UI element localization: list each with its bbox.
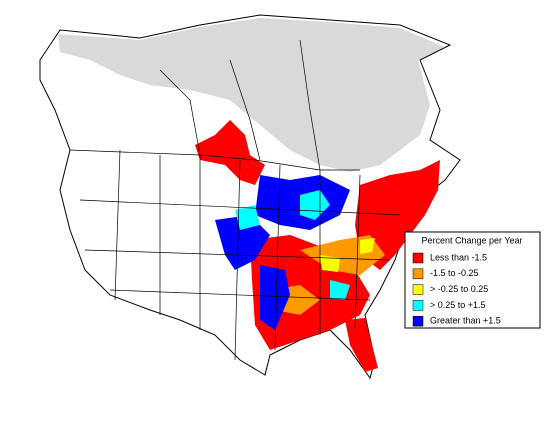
legend-swatch: [412, 252, 424, 264]
trend-cells: [195, 120, 440, 372]
legend-swatch: [412, 268, 424, 280]
legend-label: Greater than +1.5: [430, 316, 501, 326]
boundaries: [69, 39, 401, 361]
legend-box: [404, 231, 541, 329]
legend-swatch: [412, 300, 424, 311]
legend-label: Less than -1.5: [430, 252, 487, 262]
no-data-region: [58, 18, 445, 172]
legend-swatch: [412, 284, 424, 295]
legend-label: -1.5 to -0.25: [430, 268, 479, 278]
legend-label: > -0.25 to 0.25: [430, 284, 488, 294]
legend-title: Percent Change per Year: [421, 235, 522, 245]
legend: Percent Change per Year Less than -1.5 -1…: [404, 231, 541, 329]
legend-label: > 0.25 to +1.5: [430, 300, 486, 310]
legend-swatch: [412, 315, 424, 327]
